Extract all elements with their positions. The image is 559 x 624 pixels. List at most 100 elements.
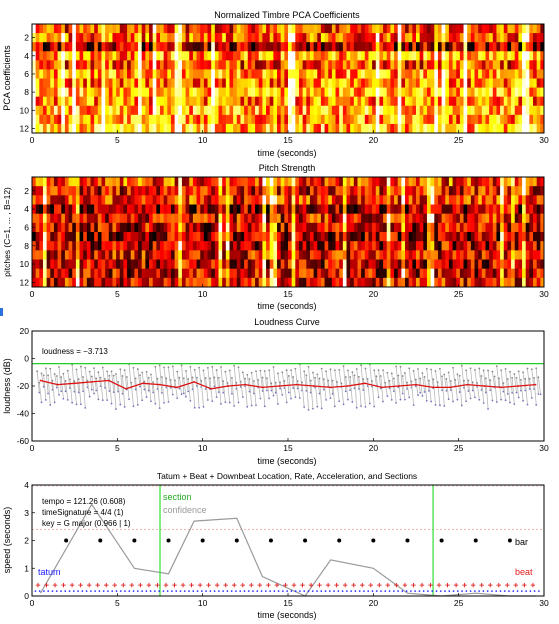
heatmap-cell bbox=[170, 259, 176, 270]
heatmap-cell bbox=[280, 213, 285, 224]
loudness-segment bbox=[483, 370, 487, 393]
heatmap-cell bbox=[200, 105, 205, 116]
heatmap-cell bbox=[203, 78, 208, 88]
heatmap-cell bbox=[511, 114, 516, 125]
loudness-segment bbox=[382, 370, 386, 387]
heatmap-cell bbox=[452, 114, 457, 125]
heatmap-cell bbox=[533, 42, 538, 52]
heatmap-cell bbox=[467, 277, 472, 288]
loudness-segment bbox=[47, 375, 51, 405]
heatmap-cell bbox=[383, 96, 388, 107]
heatmap-cell bbox=[284, 186, 289, 196]
heatmap-cell bbox=[251, 33, 256, 43]
heatmap-cell bbox=[218, 232, 223, 242]
heatmap-cell bbox=[277, 42, 282, 52]
heatmap-cell bbox=[507, 250, 512, 260]
heatmap-cell bbox=[291, 250, 296, 260]
heatmap-cell bbox=[474, 96, 479, 107]
heatmap-cell bbox=[203, 241, 208, 251]
heatmap-cell bbox=[423, 69, 428, 79]
loudness-segment bbox=[314, 377, 318, 407]
loudness-average-point bbox=[261, 386, 264, 389]
loudness-min-point bbox=[414, 385, 417, 388]
heatmap-cell bbox=[214, 87, 219, 98]
heatmap-cell bbox=[222, 204, 227, 215]
heatmap-cell bbox=[196, 96, 201, 107]
heatmap-cell bbox=[383, 222, 388, 233]
loudness-min-point bbox=[241, 396, 244, 398]
loudness-segment bbox=[323, 379, 327, 400]
heatmap-cell bbox=[478, 250, 483, 260]
heatmap-cell bbox=[357, 114, 362, 125]
loudness-max-point bbox=[237, 366, 240, 369]
heatmap-cell bbox=[416, 250, 421, 260]
heatmap-cell bbox=[445, 222, 450, 233]
heatmap-cell bbox=[448, 87, 453, 98]
heatmap-cell bbox=[229, 87, 234, 98]
heatmap-cell bbox=[200, 277, 205, 288]
heatmap-cell bbox=[156, 277, 161, 288]
heatmap-cell bbox=[522, 250, 527, 260]
heatmap-cell bbox=[386, 78, 391, 88]
heatmap-cell bbox=[108, 268, 113, 279]
heatmap-cell bbox=[441, 277, 446, 288]
heatmap-cell bbox=[463, 277, 468, 288]
heatmap-cell bbox=[207, 51, 212, 61]
heatmap-cell bbox=[160, 241, 165, 251]
heatmap-cell bbox=[350, 87, 355, 98]
heatmap-cell bbox=[492, 105, 497, 116]
loudness-segment bbox=[494, 376, 498, 403]
heatmap-cell bbox=[481, 114, 486, 125]
loudness-segment bbox=[115, 373, 119, 392]
heatmap-cell bbox=[309, 250, 314, 260]
heatmap-cell bbox=[116, 241, 121, 251]
heatmap-cell bbox=[244, 186, 249, 196]
heatmap-cell bbox=[481, 33, 486, 43]
heatmap-cell bbox=[152, 186, 157, 196]
tatum-point bbox=[405, 590, 408, 592]
heatmap-cell bbox=[390, 42, 395, 52]
heatmap-cell bbox=[412, 51, 417, 61]
heatmap-cell bbox=[229, 259, 234, 270]
heatmap-cell bbox=[218, 204, 223, 215]
heatmap-cell bbox=[361, 105, 366, 116]
heatmap-cell bbox=[518, 105, 523, 116]
heatmap-cell bbox=[112, 268, 117, 279]
heatmap-cell bbox=[192, 105, 197, 116]
heatmap-cell bbox=[97, 222, 102, 233]
heatmap-cell bbox=[412, 60, 417, 70]
heatmap-cell bbox=[408, 78, 413, 88]
heatmap-cell bbox=[192, 277, 197, 288]
heatmap-cell bbox=[353, 204, 358, 215]
tatum-point bbox=[119, 590, 122, 592]
tatum-point bbox=[427, 590, 429, 592]
loudness-average-point bbox=[346, 385, 349, 387]
tatum-point bbox=[222, 590, 224, 592]
heatmap-cell bbox=[284, 204, 289, 215]
heatmap-cell bbox=[108, 24, 113, 34]
loudness-min-point bbox=[228, 401, 231, 404]
heatmap-cell bbox=[481, 96, 486, 107]
heatmap-cell bbox=[90, 177, 95, 187]
heatmap-cell bbox=[390, 213, 395, 224]
heatmap-cell bbox=[518, 250, 523, 260]
heatmap-cell bbox=[514, 96, 519, 107]
heatmap-cell bbox=[240, 213, 245, 224]
tatum-point bbox=[226, 590, 229, 592]
heatmap-cell bbox=[138, 78, 143, 88]
heatmap-cell bbox=[214, 259, 219, 270]
heatmap-cell bbox=[522, 123, 527, 134]
heatmap-cell bbox=[127, 232, 132, 242]
heatmap-cell bbox=[522, 87, 527, 98]
heatmap-cell bbox=[459, 105, 464, 116]
heatmap-cell bbox=[181, 78, 186, 88]
heatmap-cell bbox=[262, 69, 267, 79]
loudness-max-point bbox=[447, 371, 450, 374]
heatmap-cell bbox=[364, 259, 369, 270]
heatmap-cell bbox=[251, 213, 256, 224]
heatmap-cell bbox=[200, 60, 205, 70]
heatmap-cell bbox=[112, 51, 117, 61]
loudness-min-point bbox=[460, 404, 463, 407]
heatmap-cell bbox=[448, 277, 453, 288]
loudness-max-point bbox=[465, 369, 468, 372]
